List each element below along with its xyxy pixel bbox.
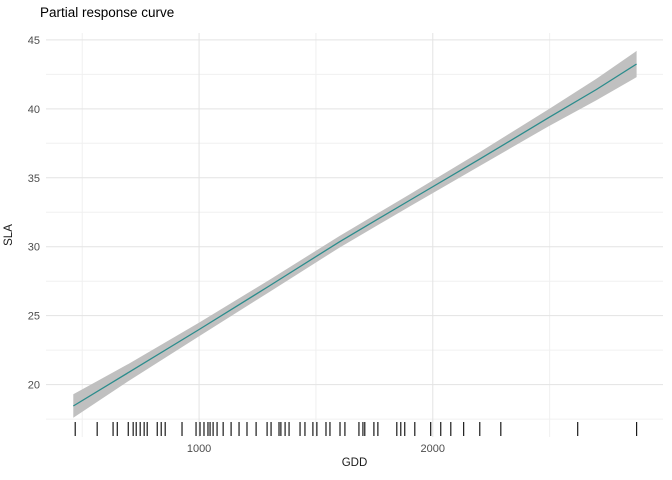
- trend-line: [72, 63, 637, 407]
- y-tick-label: 20: [28, 380, 40, 392]
- x-tick-label: 1000: [187, 443, 211, 455]
- y-tick-label: 25: [28, 311, 40, 323]
- y-tick-label: 40: [28, 104, 40, 116]
- y-axis-title: SLA: [3, 224, 15, 246]
- confidence-band: [73, 50, 637, 418]
- y-tick-label: 30: [28, 242, 40, 254]
- x-axis-title: GDD: [341, 457, 368, 469]
- y-tick-label: 35: [28, 173, 40, 185]
- chart-title: Partial response curve: [40, 5, 175, 20]
- x-tick-label: 2000: [421, 443, 445, 455]
- y-tick-label: 45: [28, 35, 40, 47]
